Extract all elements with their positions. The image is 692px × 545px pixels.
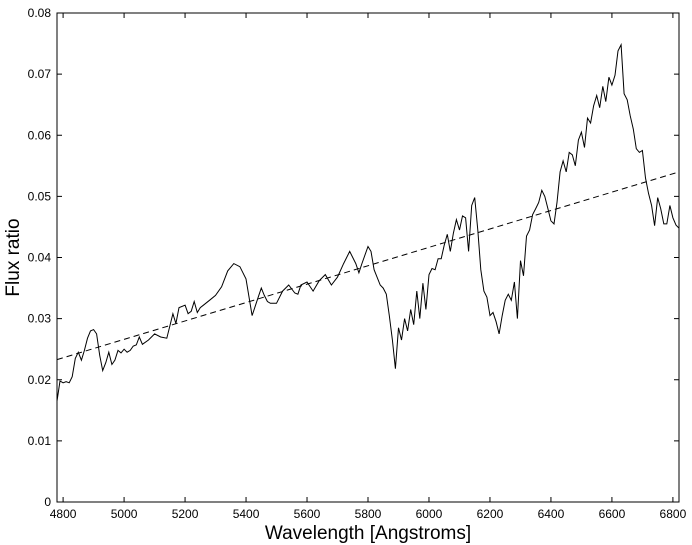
x-tick-label: 5400 xyxy=(233,507,260,521)
x-tick-label: 6400 xyxy=(538,507,565,521)
x-tick-label: 5000 xyxy=(111,507,138,521)
x-tick-label: 5200 xyxy=(172,507,199,521)
y-tick-label: 0.05 xyxy=(28,189,52,203)
linear-fit-line xyxy=(56,171,680,361)
flux-ratio-line xyxy=(56,42,680,402)
x-tick-label: 5800 xyxy=(355,507,382,521)
x-tick-label: 5600 xyxy=(294,507,321,521)
y-axis-ticks: 0 0.01 0.02 0.03 0.04 0.05 0.06 0.07 0.08 xyxy=(28,6,679,509)
x-tick-label: 6600 xyxy=(599,507,626,521)
y-tick-label: 0.01 xyxy=(28,434,52,448)
y-tick-label: 0 xyxy=(44,495,51,509)
x-tick-label: 4800 xyxy=(50,507,77,521)
x-axis-label: Wavelength [Angstroms] xyxy=(265,523,471,544)
x-axis-ticks: 4800 5000 5200 5400 5600 5800 6000 6200 6400 6600… xyxy=(50,13,687,521)
y-tick-label: 0.07 xyxy=(28,67,52,81)
x-tick-label: 6200 xyxy=(477,507,504,521)
x-tick-label: 6800 xyxy=(660,507,687,521)
series-layer xyxy=(56,42,680,402)
y-tick-label: 0.02 xyxy=(28,373,52,387)
x-tick-label: 6000 xyxy=(416,507,443,521)
y-axis-label: Flux ratio xyxy=(3,218,24,296)
y-tick-label: 0.04 xyxy=(28,251,52,265)
y-tick-label: 0.06 xyxy=(28,128,52,142)
plot-frame xyxy=(56,12,680,503)
y-tick-label: 0.03 xyxy=(28,312,52,326)
y-tick-label: 0.08 xyxy=(28,6,52,20)
